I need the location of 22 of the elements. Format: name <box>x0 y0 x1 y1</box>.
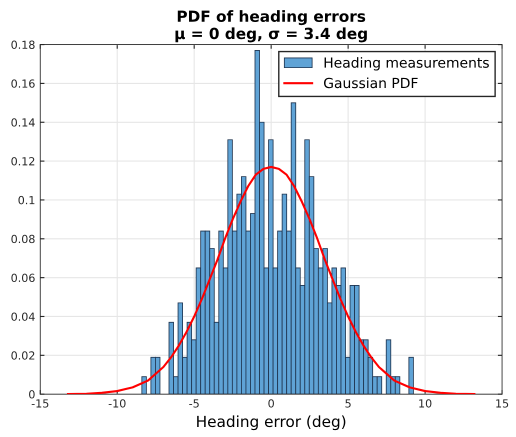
y-tick-label: 0.06 <box>11 274 35 282</box>
line-series <box>66 166 476 394</box>
y-tick-label: 0.02 <box>11 351 34 360</box>
x-tick-label: 10 <box>419 399 432 408</box>
y-tick-label: 0.08 <box>11 234 35 244</box>
y-tick-label: 0.14 <box>11 118 35 127</box>
chart-title: PDF of heading errors μ = 0 deg, σ = 3.4 deg <box>175 10 367 42</box>
y-tick-label: 0.1 <box>18 196 34 204</box>
y-tick-label: 0 <box>29 390 35 399</box>
y-tick-label: 0.16 <box>11 79 35 88</box>
x-tick-label: 0 <box>268 399 274 408</box>
x-axis-title: Heading error (deg) <box>197 415 346 430</box>
legend-label: Heading measurements <box>324 57 489 71</box>
y-tick-label: 0.18 <box>11 40 35 49</box>
x-tick-label: -15 <box>32 399 48 408</box>
x-tick-label: 15 <box>496 399 508 408</box>
x-tick-label: 5 <box>345 399 351 408</box>
y-tick-label: 0.12 <box>11 157 34 166</box>
y-tick-label: 0.04 <box>11 312 35 321</box>
legend-label: Gaussian PDF <box>324 77 418 88</box>
x-tick-label: -5 <box>189 399 199 408</box>
x-tick-label: -10 <box>108 399 126 408</box>
